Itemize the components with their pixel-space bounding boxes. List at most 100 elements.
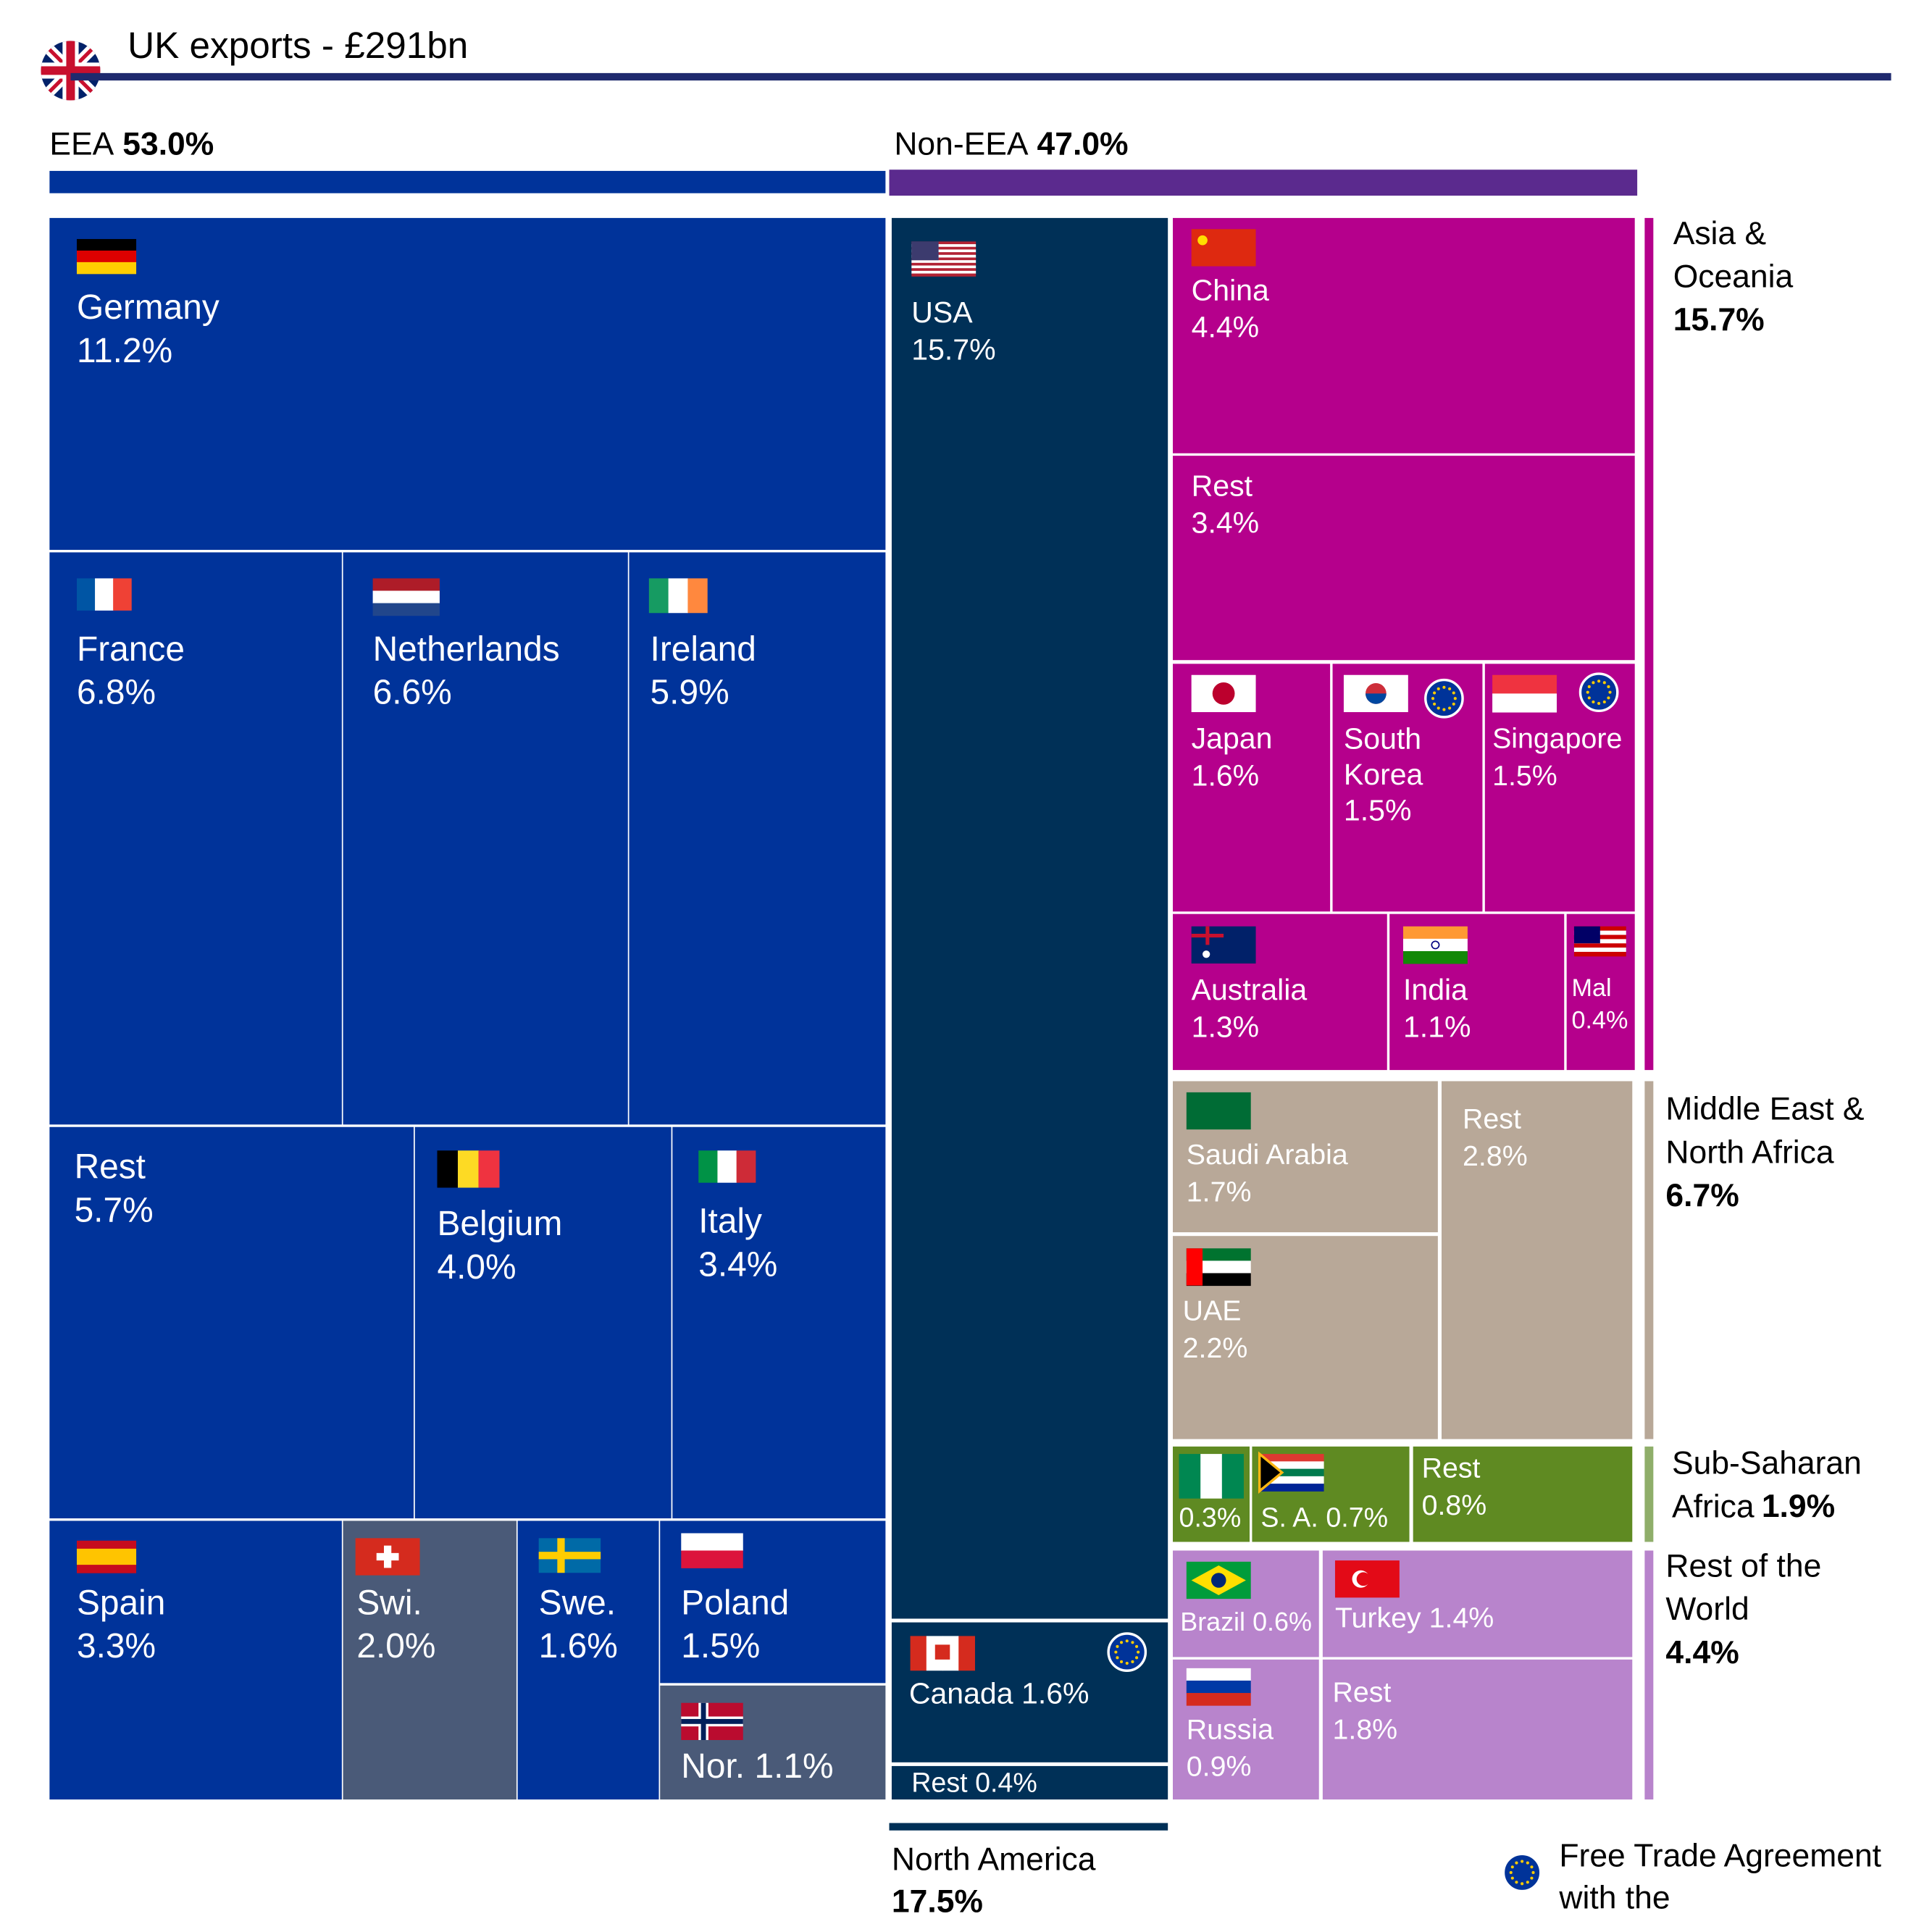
region-name-line: Africa — [1672, 1489, 1755, 1524]
flag-stripe — [76, 238, 137, 251]
fta-star — [1448, 687, 1452, 690]
fta-star — [1442, 708, 1446, 711]
cell-value: 1.1% — [1403, 1011, 1471, 1044]
flag-stripe — [911, 241, 977, 245]
region-bar — [1644, 1081, 1654, 1439]
treemap-cell — [891, 217, 1168, 1619]
flag-stripe — [911, 244, 977, 248]
cell-value: 1.1% — [754, 1747, 833, 1786]
fta-star — [1137, 1650, 1140, 1654]
region-name-line: North Africa — [1665, 1134, 1833, 1170]
flag-stripe — [911, 265, 977, 269]
flag-stripe — [113, 578, 132, 611]
flag-stripe — [1573, 948, 1626, 953]
cell-value: 2.8% — [1463, 1140, 1528, 1172]
flag-stripe — [668, 578, 688, 614]
treemap-cell — [414, 1126, 672, 1518]
fta-star — [1452, 691, 1455, 695]
cell-name: Nor. — [681, 1747, 745, 1786]
fta-star — [1592, 681, 1595, 685]
fta-star — [1135, 1656, 1139, 1660]
flag-stripe — [1573, 930, 1626, 936]
fta-star — [1131, 1641, 1134, 1644]
cell-value: 6.8% — [77, 674, 156, 712]
flag-stripe — [911, 273, 977, 277]
fta-star — [1125, 1639, 1129, 1643]
fta-star — [1442, 685, 1446, 689]
region-value: 4.4% — [1665, 1635, 1739, 1670]
flag — [1258, 1451, 1284, 1494]
flag-stripe — [911, 270, 977, 275]
cell-name: Rest — [1463, 1103, 1521, 1135]
fta-star — [1120, 1641, 1124, 1644]
region-value: 17.5% — [892, 1883, 983, 1919]
cell-value: 0.6% — [1253, 1607, 1312, 1636]
region-bar — [1644, 1446, 1654, 1542]
flag-stripe — [1259, 1468, 1324, 1477]
group-value: 53.0% — [122, 126, 214, 162]
flag-stripe — [76, 1548, 137, 1557]
fta-star — [1602, 700, 1606, 704]
group-value: 47.0% — [1037, 126, 1129, 162]
flag — [1212, 682, 1235, 705]
flag-stripe — [95, 578, 114, 611]
flag-stripe — [1186, 1668, 1251, 1681]
region-name-line: North America — [892, 1841, 1096, 1877]
flag — [376, 1552, 399, 1561]
fta-star — [1530, 1876, 1534, 1880]
flag-stripe — [911, 252, 977, 256]
fta-star — [1586, 690, 1589, 694]
treemap-cell — [343, 552, 628, 1125]
fta-star — [1437, 687, 1440, 690]
fta-legend: Free Trade Agreement with the — [1558, 1838, 1890, 1915]
cell-value: 1.5% — [1344, 793, 1412, 827]
flag-stripe — [911, 260, 977, 264]
fta-star — [1521, 1882, 1524, 1886]
group-name: Non-EEA — [894, 126, 1029, 162]
region-name-line: Sub-Saharan — [1672, 1445, 1870, 1481]
cell-value: 0.9% — [1187, 1751, 1252, 1783]
flag-stripe — [1492, 674, 1557, 694]
fta-legend-line: with the — [1558, 1880, 1670, 1915]
cell-name: Belgium — [437, 1205, 562, 1243]
chart-title: UK exports - £291bn — [127, 25, 468, 66]
fta-star — [1587, 685, 1591, 689]
group-bar — [889, 170, 1638, 196]
group-name: EEA — [49, 126, 114, 162]
region-name-line: Oceania — [1673, 259, 1794, 294]
fta-star — [1597, 702, 1601, 706]
flag-stripe — [717, 1150, 737, 1183]
flag — [934, 1644, 950, 1660]
cell-name: Australia — [1192, 973, 1308, 1006]
fta-star — [1531, 1870, 1535, 1874]
fta-star — [1131, 1660, 1134, 1664]
flag — [538, 1552, 601, 1560]
fta-legend-line: Free Trade Agreement — [1559, 1838, 1890, 1873]
flag-stripe — [1573, 926, 1626, 932]
cell-name: Turkey — [1335, 1602, 1421, 1634]
cell-name: Italy — [698, 1203, 762, 1241]
cell-name: Germany — [77, 288, 219, 327]
flag-stripe — [1259, 1461, 1324, 1470]
treemap-cell — [629, 552, 886, 1125]
flag-stripe — [76, 1556, 137, 1565]
flag-stripe — [1402, 950, 1468, 964]
cell-name: Swi. — [356, 1584, 422, 1622]
cell-value: 1.3% — [1192, 1011, 1260, 1044]
flag — [1356, 1572, 1371, 1586]
flag-stripe — [76, 578, 96, 611]
treemap-cell — [1322, 1659, 1633, 1800]
cell-name: UAE — [1183, 1295, 1242, 1327]
flag-stripe — [1402, 938, 1468, 952]
cell-name: Rest — [75, 1148, 146, 1187]
group-bar — [49, 170, 886, 193]
flag-stripe — [911, 246, 977, 250]
flag — [1186, 1092, 1251, 1130]
cell-value: 1.6% — [1192, 758, 1260, 792]
region-name: North America — [892, 1841, 1096, 1877]
fta-star — [1597, 679, 1601, 683]
cell-value: 1.5% — [681, 1627, 760, 1665]
flag-stripe — [76, 1565, 137, 1573]
cell-name: USA — [911, 296, 973, 329]
